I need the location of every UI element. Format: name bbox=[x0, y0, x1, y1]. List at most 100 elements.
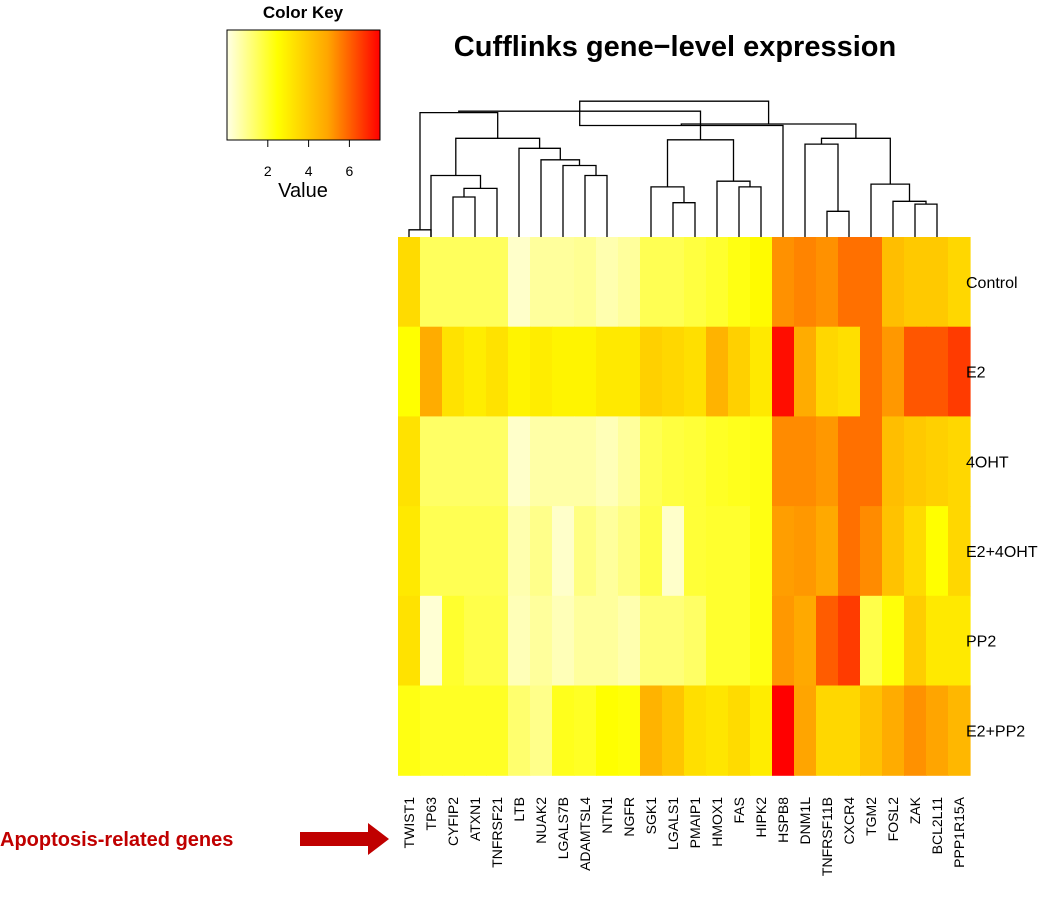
heatmap-cell bbox=[860, 506, 883, 597]
heatmap-cell bbox=[552, 506, 575, 597]
heatmap-cell bbox=[816, 506, 839, 597]
column-label: DNM1L bbox=[797, 797, 813, 845]
heatmap-cell bbox=[794, 595, 817, 687]
dendrogram-branch bbox=[666, 139, 735, 187]
heatmap-cell bbox=[596, 506, 619, 597]
heatmap-cell bbox=[442, 416, 465, 507]
heatmap-cell bbox=[816, 237, 839, 328]
apoptosis-annotation: Apoptosis-related genes bbox=[0, 823, 389, 855]
heatmap-cell bbox=[530, 506, 553, 597]
dendrogram-branch bbox=[579, 111, 784, 237]
heatmap-cell bbox=[640, 326, 663, 417]
heatmap-cell bbox=[684, 506, 707, 597]
heatmap-cell bbox=[662, 685, 685, 776]
heatmap-cell bbox=[420, 595, 443, 687]
row-label: E2+PP2 bbox=[966, 723, 1025, 740]
heatmap-cell bbox=[574, 237, 597, 328]
heatmap-cell bbox=[794, 237, 817, 328]
heatmap-cell bbox=[838, 237, 861, 328]
heatmap-cell bbox=[530, 326, 553, 417]
heatmap-cell bbox=[816, 595, 839, 687]
column-label: TNFRSF21 bbox=[489, 797, 505, 868]
dendrogram-branch bbox=[716, 180, 751, 237]
heatmap-cell bbox=[706, 237, 729, 328]
dendrogram-branch bbox=[452, 196, 476, 237]
heatmap-cell bbox=[794, 326, 817, 417]
heatmap-cell bbox=[574, 326, 597, 417]
heatmap-cell bbox=[552, 595, 575, 687]
heatmap-cell bbox=[882, 685, 905, 776]
color-key-tick-label: 6 bbox=[346, 163, 354, 179]
column-label: ZAK bbox=[907, 796, 923, 824]
column-label: ADAMTSL4 bbox=[577, 797, 593, 871]
dendrogram-branch bbox=[672, 202, 696, 237]
heatmap-cell bbox=[794, 416, 817, 507]
row-labels: Control E2 4OHT E2+4OHT PP2 E2+PP2 bbox=[966, 275, 1038, 741]
column-labels: TWIST1 TP63 CYFIP2 ATXN1 TNFRSF21 LTB NUAK2 LGA… bbox=[401, 796, 967, 876]
heatmap-cell bbox=[508, 326, 531, 417]
heatmap-cell bbox=[882, 237, 905, 328]
heatmap-cell bbox=[838, 416, 861, 507]
column-label: ATXN1 bbox=[467, 797, 483, 841]
heatmap-cell bbox=[574, 506, 597, 597]
dendrogram-branch bbox=[562, 164, 597, 237]
heatmap-cell bbox=[398, 326, 421, 417]
heatmap-cell bbox=[904, 685, 927, 776]
annotation-text: Apoptosis-related genes bbox=[0, 829, 233, 851]
heatmap-cell bbox=[596, 416, 619, 507]
dendrogram-branch bbox=[419, 111, 499, 230]
heatmap-cell bbox=[574, 595, 597, 687]
heatmap-cell bbox=[486, 326, 509, 417]
heatmap-cell bbox=[596, 326, 619, 417]
heatmap-cell bbox=[684, 595, 707, 687]
heatmap-cell bbox=[486, 506, 509, 597]
heatmap-cell bbox=[750, 416, 773, 507]
heatmap-cell bbox=[926, 595, 949, 687]
column-dendrogram bbox=[408, 100, 938, 237]
heatmap-cell bbox=[772, 685, 795, 776]
heatmap-cell bbox=[398, 506, 421, 597]
annotation-arrow bbox=[300, 823, 389, 855]
heatmap-cell bbox=[904, 416, 927, 507]
color-key-label: Value bbox=[278, 180, 328, 202]
heatmap-cell bbox=[794, 685, 817, 776]
heatmap-cell bbox=[948, 237, 971, 328]
heatmap-cell bbox=[772, 416, 795, 507]
heatmap-cell bbox=[640, 416, 663, 507]
heatmap-cell bbox=[640, 595, 663, 687]
column-label: LGALS7B bbox=[555, 797, 571, 859]
column-label: FAS bbox=[731, 797, 747, 823]
heatmap-cell bbox=[662, 595, 685, 687]
heatmap-cell bbox=[838, 506, 861, 597]
heatmap-cell bbox=[728, 506, 751, 597]
heatmap-cell bbox=[750, 685, 773, 776]
heatmap-cell bbox=[728, 595, 751, 687]
dendrogram-branch bbox=[650, 186, 685, 237]
heatmap-cell bbox=[860, 326, 883, 417]
dendrogram-branch bbox=[518, 147, 561, 237]
heatmap-cell bbox=[486, 685, 509, 776]
column-label: PPP1R15A bbox=[951, 796, 967, 867]
heatmap-cell bbox=[618, 237, 641, 328]
heatmap-cell bbox=[926, 326, 949, 417]
heatmap-cell bbox=[442, 595, 465, 687]
heatmap-cell bbox=[420, 237, 443, 328]
heatmap-cell bbox=[706, 416, 729, 507]
column-label: LGALS1 bbox=[665, 797, 681, 850]
dendrogram-branch bbox=[408, 229, 432, 237]
column-label: FOSL2 bbox=[885, 797, 901, 842]
heatmap-cell bbox=[706, 326, 729, 417]
heatmap-cell bbox=[486, 416, 509, 507]
heatmap-cell bbox=[486, 595, 509, 687]
heatmap-cell bbox=[706, 595, 729, 687]
heatmap-cell bbox=[926, 237, 949, 328]
heatmap-cell bbox=[948, 595, 971, 687]
heatmap-cell bbox=[420, 506, 443, 597]
column-label: HSPB8 bbox=[775, 797, 791, 843]
heatmap-cell bbox=[750, 237, 773, 328]
heatmap-cell bbox=[728, 416, 751, 507]
heatmap-cell bbox=[596, 595, 619, 687]
column-label: TNFRSF11B bbox=[819, 797, 835, 876]
heatmap-cell bbox=[640, 506, 663, 597]
